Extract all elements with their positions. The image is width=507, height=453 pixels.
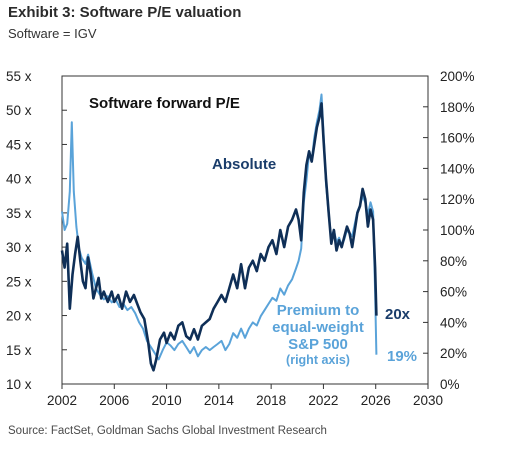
premium-end-label: 19%: [387, 348, 417, 365]
y-left-tick-label: 25 x: [6, 274, 32, 289]
absolute-end-label: 20x: [385, 306, 411, 323]
x-tick-label: 2010: [152, 393, 182, 408]
y-right-tick-label: 200%: [440, 69, 475, 84]
absolute-label: Absolute: [212, 156, 276, 173]
pe-chart: 10 x 15 x 20 x 25 x 30 x 35 x 40 x 45 x 50 x 55 x…: [6, 69, 475, 408]
exhibit-title: Exhibit 3: Software P/E valuation: [8, 4, 242, 21]
x-tick-label: 2030: [413, 393, 443, 408]
y-right-tick-label: 120%: [440, 192, 475, 207]
y-left-tick-label: 45 x: [6, 137, 32, 152]
source-note: Source: FactSet, Goldman Sachs Global In…: [8, 425, 327, 437]
x-tick-label: 2006: [99, 393, 129, 408]
x-tick-label: 2022: [308, 393, 338, 408]
y-left-tick-label: 10 x: [6, 377, 32, 392]
y-left-tick-label: 20 x: [6, 309, 32, 324]
y-left-tick-label: 30 x: [6, 240, 32, 255]
y-left-tick-label: 55 x: [6, 69, 32, 84]
y-right-tick-label: 160%: [440, 131, 475, 146]
premium-label-line-2: equal-weight: [272, 319, 364, 336]
chart-title: Software forward P/E: [89, 95, 240, 112]
premium-label-line-4: (right axis): [286, 353, 350, 367]
y-right-tick-label: 20%: [440, 346, 467, 361]
absolute-pe-line: [60, 102, 378, 372]
y-right-tick-label: 0%: [440, 377, 460, 392]
y-left-tick-label: 50 x: [6, 103, 32, 118]
y-right-tick-label: 80%: [440, 254, 467, 269]
chart-axes: 10 x 15 x 20 x 25 x 30 x 35 x 40 x 45 x 50 x 55 x…: [6, 69, 475, 408]
premium-label-line-3: S&P 500: [288, 336, 348, 353]
y-left-tick-label: 35 x: [6, 206, 32, 221]
y-right-tick-label: 100%: [440, 223, 475, 238]
y-right-tick-label: 40%: [440, 315, 467, 330]
exhibit-subtitle: Software = IGV: [8, 26, 97, 41]
premium-label: Premium to equal-weight S&P 500 (right a…: [272, 302, 364, 367]
y-left-tick-label: 40 x: [6, 172, 32, 187]
y-right-tick-label: 60%: [440, 285, 467, 300]
y-right-tick-label: 180%: [440, 100, 475, 115]
x-tick-label: 2002: [47, 393, 77, 408]
x-tick-label: 2018: [256, 393, 286, 408]
y-left-tick-label: 15 x: [6, 343, 32, 358]
x-tick-label: 2014: [204, 393, 235, 408]
premium-line: [61, 93, 378, 361]
x-tick-label: 2026: [361, 393, 391, 408]
chart-series: [60, 93, 378, 372]
premium-label-line-1: Premium to: [277, 302, 360, 319]
y-right-tick-label: 140%: [440, 161, 475, 176]
